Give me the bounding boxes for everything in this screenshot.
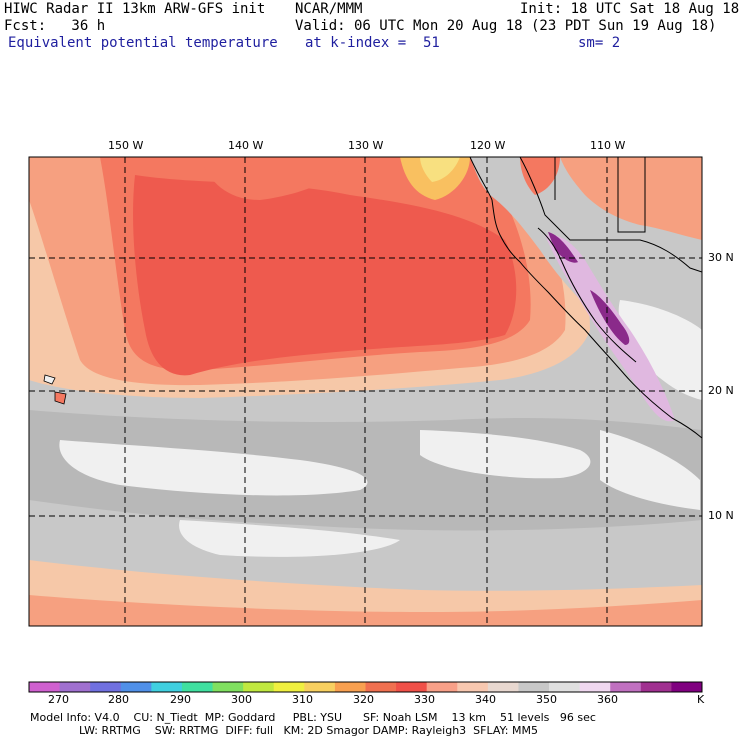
lat-label: 10 N xyxy=(708,509,734,522)
lon-label: 130 W xyxy=(348,139,384,152)
colorbar-swatch xyxy=(610,682,642,692)
colorbar-tick-label: 340 xyxy=(475,693,496,706)
lat-label: 20 N xyxy=(708,384,734,397)
colorbar-swatch xyxy=(212,682,244,692)
level-label: at k-index = 51 xyxy=(305,35,440,51)
colorbar-swatch xyxy=(457,682,489,692)
colorbar-tick-label: 360 xyxy=(597,693,618,706)
colorbar-swatch xyxy=(243,682,275,692)
colorbar-swatch xyxy=(90,682,122,692)
product-title: HIWC Radar II 13km ARW-GFS init xyxy=(4,1,266,17)
colorbar-tick-label: 270 xyxy=(48,693,69,706)
colorbar-swatch xyxy=(304,682,336,692)
lat-label: 30 N xyxy=(708,251,734,264)
colorbar-swatch xyxy=(273,682,305,692)
colorbar-tick-label: 280 xyxy=(108,693,129,706)
colorbar-swatch xyxy=(396,682,428,692)
lon-label: 120 W xyxy=(470,139,506,152)
colorbar-unit: K xyxy=(697,693,705,706)
colorbar-tick-label: 300 xyxy=(231,693,252,706)
colorbar-swatch xyxy=(487,682,519,692)
smoothing-label: sm= 2 xyxy=(578,35,621,51)
model-info-line1: Model Info: V4.0 CU: N_Tiedt MP: Goddard… xyxy=(30,711,596,724)
colorbar-tick-label: 310 xyxy=(292,693,313,706)
valid-time: Valid: 06 UTC Mon 20 Aug 18 (23 PDT Sun … xyxy=(295,18,717,34)
theta-e-field xyxy=(29,157,702,626)
colorbar-swatch xyxy=(671,682,703,692)
colorbar-swatch xyxy=(426,682,458,692)
colorbar-swatch xyxy=(365,682,397,692)
colorbar-swatch xyxy=(549,682,581,692)
field-title: Equivalent potential temperature xyxy=(8,35,278,51)
init-time: Init: 18 UTC Sat 18 Aug 18 xyxy=(520,1,740,17)
colorbar-swatch xyxy=(29,682,61,692)
lon-label: 140 W xyxy=(228,139,264,152)
colorbar-swatch xyxy=(120,682,152,692)
colorbar-swatch xyxy=(181,682,214,692)
map-frame xyxy=(28,156,703,627)
colorbar-tick-label: 350 xyxy=(536,693,557,706)
colorbar-swatch xyxy=(640,682,672,692)
lon-label: 110 W xyxy=(590,139,626,152)
colorbar-tick-label: 320 xyxy=(353,693,374,706)
colorbar-swatch xyxy=(151,682,183,692)
org-label: NCAR/MMM xyxy=(295,1,363,17)
colorbar-tick-label: 330 xyxy=(414,693,435,706)
colorbar-swatch xyxy=(334,682,366,692)
lon-label: 150 W xyxy=(108,139,144,152)
forecast-hour: Fcst: 36 h xyxy=(4,18,106,34)
colorbar-frame xyxy=(28,681,703,693)
model-info-line2: LW: RRTMG SW: RRTMG DIFF: full KM: 2D Sm… xyxy=(30,724,538,737)
colorbar-swatch xyxy=(59,682,91,692)
colorbar-swatch xyxy=(518,682,550,692)
lat-lon-grid xyxy=(29,157,702,626)
colorbar-swatch xyxy=(579,682,611,692)
colorbar-tick-label: 290 xyxy=(170,693,191,706)
